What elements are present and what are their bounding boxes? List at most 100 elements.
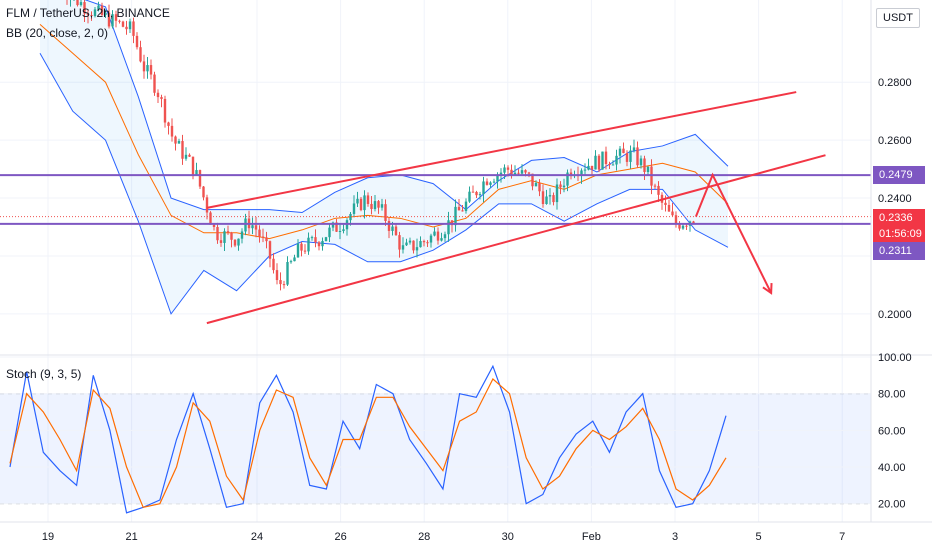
candle-body (205, 197, 209, 213)
candle-body (587, 165, 590, 170)
candle-body (678, 224, 681, 229)
candle-body (219, 240, 223, 243)
projection-arrow (694, 172, 773, 294)
stoch-tick-label: 20.00 (878, 499, 906, 511)
bb-fill (40, 0, 728, 314)
candle-body (639, 158, 643, 166)
candle-body (188, 154, 191, 157)
candle-body (90, 15, 93, 17)
candle-body (275, 270, 279, 281)
candle-body (667, 204, 671, 212)
candle-body (408, 240, 412, 243)
candle-body (79, 2, 83, 6)
candle-body (268, 241, 272, 259)
x-tick-label: 30 (502, 531, 514, 543)
candle-body (97, 5, 100, 10)
candle-body (398, 235, 401, 250)
candle-body (559, 184, 562, 188)
candle-body (632, 147, 636, 151)
candle-body (499, 172, 503, 175)
candle-body (135, 35, 139, 48)
bollinger-bands (39, 0, 729, 315)
candle-body (524, 170, 527, 173)
candle-body (604, 151, 608, 165)
candle-body (674, 215, 678, 225)
candle-body (475, 191, 478, 196)
candle-body (496, 174, 499, 182)
candle-body (482, 181, 485, 195)
price-grid (0, 0, 871, 522)
candle-body (338, 231, 342, 233)
candle-body (163, 98, 167, 123)
countdown-tag: 01:56:09 (873, 225, 925, 243)
stoch-tick-label: 100.00 (878, 352, 912, 364)
candle-body (114, 14, 118, 21)
candle-body (506, 167, 510, 170)
candle-body (83, 2, 86, 14)
candle-body (149, 65, 153, 75)
currency-selector[interactable]: USDT (876, 8, 920, 28)
candle-body (671, 211, 674, 216)
candle-body (237, 238, 240, 246)
last-price-tag: 0.2336 (873, 209, 925, 227)
candle-body (555, 184, 559, 203)
stoch-tick-label: 80.00 (878, 389, 906, 401)
candle-body (230, 232, 233, 240)
candle-body (513, 172, 517, 175)
candle-body (653, 185, 657, 187)
wedge-lower-line (206, 154, 826, 325)
candle-body (464, 201, 468, 212)
candle-body (261, 236, 265, 238)
candle-body (552, 195, 555, 203)
candle-body (128, 21, 132, 30)
candle-body (331, 222, 335, 228)
candle-body (422, 241, 426, 243)
candle-body (685, 225, 688, 227)
candle-body (153, 74, 156, 93)
candle-body (664, 202, 667, 205)
candle-body (562, 185, 566, 188)
candle-body (181, 141, 184, 159)
candle-body (401, 245, 405, 250)
candle-body (597, 155, 601, 170)
candle-body (258, 229, 261, 237)
candle-body (202, 186, 205, 198)
stoch-lines (9, 364, 727, 514)
candle-body (296, 243, 300, 258)
candle-body (244, 218, 247, 232)
candle-body (335, 222, 338, 232)
candle-body (142, 61, 146, 72)
candle-body (457, 206, 461, 211)
candle-body (254, 225, 258, 230)
candle-body (566, 172, 569, 186)
candle-body (636, 147, 639, 166)
candle-body (198, 170, 202, 187)
candle-body (380, 204, 384, 208)
candle-body (293, 257, 296, 262)
candle-body (363, 195, 366, 211)
candle-body (461, 210, 464, 212)
candle-body (370, 203, 373, 210)
candle-body (314, 237, 317, 243)
candle-body (233, 239, 237, 246)
candle-body (226, 231, 230, 233)
candle-body (527, 172, 531, 174)
candle-body (121, 21, 125, 27)
candle-body (594, 155, 597, 170)
stoch-tick-label: 40.00 (878, 462, 906, 474)
candle-body (303, 250, 307, 252)
candle-body (405, 242, 408, 246)
candle-body (132, 21, 135, 36)
candle-body (377, 201, 380, 208)
candle-body (440, 238, 443, 241)
candle-body (223, 231, 226, 243)
candle-body (286, 262, 289, 285)
candle-body (289, 261, 293, 263)
candle-body (489, 182, 492, 185)
stoch-legend: Stoch (9, 3, 5) (6, 367, 82, 381)
candle-body (643, 158, 646, 173)
candle-body (240, 231, 244, 239)
candle-body (212, 224, 216, 227)
candle-body (412, 240, 415, 251)
